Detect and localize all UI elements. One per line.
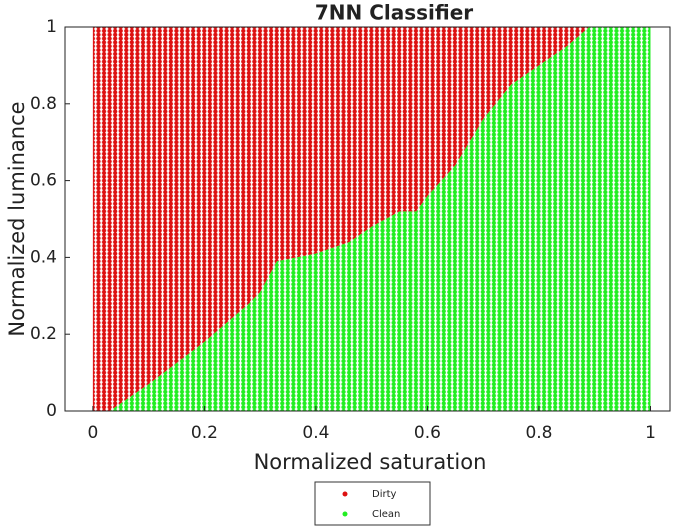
x-tick-label: 0.6 bbox=[414, 423, 441, 443]
legend-marker bbox=[342, 511, 348, 517]
area bbox=[92, 27, 651, 411]
x-tick-label: 1 bbox=[645, 423, 656, 443]
y-tick-label: 0.8 bbox=[30, 94, 57, 114]
y-tick-label: 0 bbox=[46, 401, 57, 421]
legend-label: Dirty bbox=[372, 489, 397, 500]
axes-frame bbox=[64, 26, 671, 412]
y-tick-label: 1 bbox=[46, 17, 57, 37]
x-tick-label: 0.4 bbox=[302, 423, 329, 443]
x-axis-label: Normalized saturation bbox=[254, 450, 487, 474]
y-tick-label: 0.2 bbox=[30, 324, 57, 344]
legend-label: Clean bbox=[372, 509, 400, 520]
y-tick-label: 0.6 bbox=[30, 171, 57, 191]
chart-title: 7NN Classifier bbox=[315, 1, 473, 25]
y-axis-label: Normalized luminance bbox=[5, 101, 29, 336]
x-tick-label: 0.2 bbox=[191, 423, 218, 443]
y-tick-label: 0.4 bbox=[30, 247, 57, 267]
x-tick-label: 0 bbox=[87, 423, 98, 443]
x-tick-label: 0.8 bbox=[525, 423, 552, 443]
legend-box bbox=[314, 481, 431, 526]
legend-marker bbox=[342, 491, 348, 497]
area bbox=[92, 27, 651, 411]
